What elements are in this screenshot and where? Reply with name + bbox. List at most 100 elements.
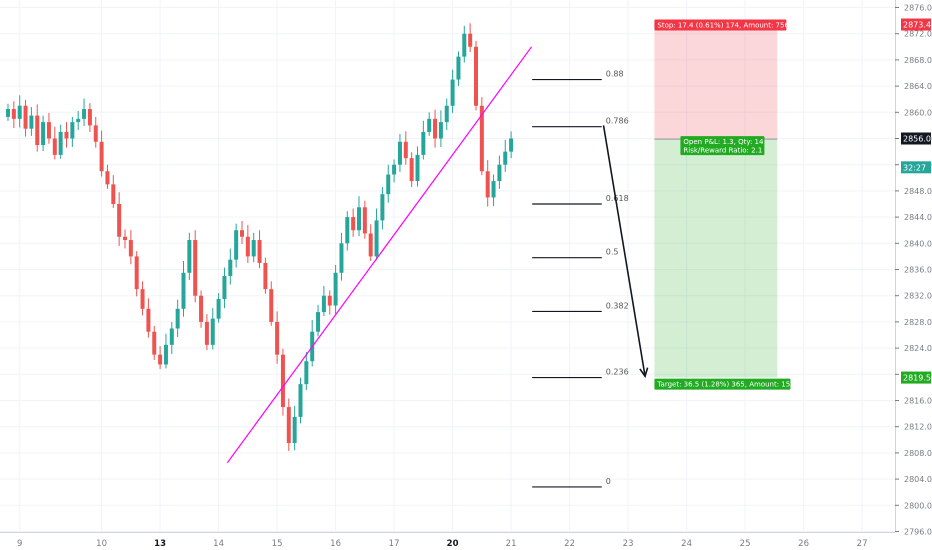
candle-body [304, 361, 309, 385]
candle-body [146, 308, 151, 332]
candle-body [468, 33, 473, 47]
time-tick-label: 27 [857, 539, 868, 549]
fib-retracement[interactable]: 0.88 0.786 0.618 0.5 0.382 0.236 0 [532, 70, 629, 488]
price-tick-label: 2816.0 [904, 397, 932, 406]
candle-body [321, 295, 326, 313]
candle-body [181, 272, 186, 309]
candle-body [140, 289, 145, 309]
candle-body [134, 256, 139, 290]
candle-body [427, 118, 432, 132]
stop-loss-zone[interactable] [654, 24, 778, 140]
candle-body [228, 259, 233, 277]
price-tick-label: 2808.0 [904, 449, 932, 458]
candle-body [462, 33, 467, 57]
price-marker [901, 371, 931, 384]
stop-label-bg [654, 19, 787, 31]
time-tick-label: 14 [213, 539, 224, 549]
time-tick-label: 16 [330, 539, 341, 549]
candle-body [351, 217, 356, 231]
time-tick-label: 22 [564, 539, 575, 549]
fib-level-label: 0 [606, 477, 611, 486]
time-axis[interactable]: 9 10 13 14 15 16 17 20 21 22 23 24 25 26 27 [0, 532, 895, 550]
candle-body [163, 344, 168, 365]
candle-body [99, 141, 104, 172]
fib-level-label: 0.618 [606, 194, 629, 203]
time-tick-label: 21 [506, 539, 517, 549]
forecast-arrow-line[interactable] [602, 125, 646, 377]
candle-body [123, 236, 127, 241]
candle-body [263, 262, 268, 290]
price-tick-label: 2868.0 [904, 56, 932, 65]
candle-body [11, 109, 16, 119]
candle-body [397, 141, 402, 165]
price-tick-label: 2876.0 [904, 4, 932, 13]
candle-body [87, 109, 92, 126]
candle-body [497, 164, 502, 182]
candle-body [41, 122, 46, 146]
price-marker [901, 18, 931, 31]
candle-body [199, 295, 204, 322]
stop-label-text: Stop: 17.4 (0.61%) 174, Amount: 756.4 [657, 22, 796, 30]
fib-level-label: 0.5 [606, 248, 619, 257]
position-labels: Stop: 17.4 (0.61%) 174, Amount: 756.4 Ope… [654, 19, 799, 390]
candle-body [245, 236, 250, 257]
plot-background [0, 0, 895, 532]
trend-line[interactable] [226, 46, 533, 464]
candle-body [479, 105, 484, 172]
candle-body [46, 122, 51, 139]
candle-body [292, 416, 297, 444]
candle-body [421, 131, 426, 155]
candle-body [368, 233, 373, 257]
candle-body [374, 220, 379, 257]
time-tick-label: 17 [389, 539, 400, 549]
candle-body [76, 118, 81, 123]
candle-body [204, 321, 209, 345]
candle-body [409, 158, 414, 182]
candle-body [298, 384, 303, 417]
candle-body [29, 115, 34, 129]
candle-body [362, 207, 367, 234]
price-marker-label: 2873.4 [903, 21, 931, 30]
candle-body [111, 184, 116, 204]
time-tick-label: 9 [17, 539, 22, 549]
price-tick-label: 2796.0 [904, 528, 932, 537]
take-profit-zone[interactable] [654, 139, 778, 378]
time-tick-label: 25 [740, 539, 751, 549]
candle-body [58, 131, 63, 155]
candle-body [70, 122, 75, 139]
target-label-text: Target: 36.5 (1.28%) 365, Amount: 1511 [656, 381, 799, 389]
fib-level-label: 0.786 [606, 117, 629, 126]
candle-body [210, 318, 215, 345]
candle-body [152, 331, 157, 355]
price-axis[interactable]: 2796.02800.02804.02808.02812.02816.02820… [895, 0, 932, 550]
price-axis-background [895, 0, 932, 550]
candle-body [175, 308, 180, 329]
forecast-arrow-head [639, 367, 649, 379]
candle-body [339, 243, 344, 273]
pnl-label-bg [680, 136, 765, 156]
fib-level-label: 0.382 [606, 301, 629, 310]
candle-body [386, 174, 391, 195]
candle-body [23, 105, 28, 129]
candle-body [474, 46, 478, 106]
candle-body [275, 321, 280, 355]
price-tick-label: 2812.0 [904, 423, 932, 432]
time-tick-label: 15 [272, 539, 283, 549]
candle-body [450, 79, 455, 106]
candle-body [93, 125, 98, 142]
price-marker [901, 132, 931, 145]
candle-body [117, 204, 122, 237]
candle-body [327, 295, 332, 306]
risk-reward-zones[interactable] [654, 24, 778, 378]
drawings-layer[interactable] [226, 46, 649, 464]
target-label-bg [654, 378, 791, 390]
pnl-label-text: Risk/Reward Ratio: 2.1 [683, 147, 762, 155]
chart-grid [0, 0, 895, 532]
time-tick-label: 23 [623, 539, 634, 549]
candle-body [357, 207, 361, 231]
candle-body [345, 217, 350, 244]
price-marker-label: 32:27 [903, 163, 926, 172]
stop-label: Stop: 17.4 (0.61%) 174, Amount: 756.4 [654, 19, 796, 31]
